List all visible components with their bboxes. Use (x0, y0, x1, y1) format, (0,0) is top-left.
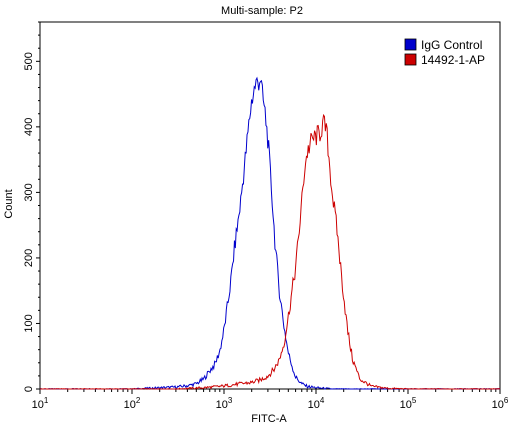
plot-area (39, 21, 501, 390)
legend-swatch (404, 53, 417, 66)
x-tick-exponent: 6 (504, 396, 509, 405)
x-tick-exponent: 3 (228, 396, 233, 405)
x-tick-exponent: 5 (412, 396, 417, 405)
x-tick-base: 10 (124, 399, 136, 411)
x-tick-label: 106 (492, 396, 509, 411)
x-tick-exponent: 4 (320, 396, 325, 405)
y-tick-label: 500 (23, 52, 35, 70)
y-tick-label: 200 (23, 249, 35, 267)
x-tick-exponent: 2 (136, 396, 141, 405)
y-tick-label: 100 (23, 314, 35, 332)
x-tick-label: 101 (32, 396, 49, 411)
x-axis: 101 102 103 104 105 106 (32, 389, 509, 411)
x-tick-label: 103 (216, 396, 233, 411)
x-tick-base: 10 (308, 399, 320, 411)
x-tick-base: 10 (216, 399, 228, 411)
x-tick-base: 10 (32, 399, 44, 411)
y-axis-label: Count (3, 189, 15, 218)
y-axis: 0 100 200 300 400 500 (23, 21, 40, 392)
x-tick-exponent: 1 (44, 396, 49, 405)
series-line-1 (39, 76, 501, 390)
x-tick-base: 10 (492, 399, 504, 411)
x-tick-base: 10 (400, 399, 412, 411)
x-axis-label: FITC-A (251, 413, 287, 425)
plot-frame (39, 21, 501, 390)
x-tick-label: 104 (308, 396, 325, 411)
x-tick-label: 105 (400, 396, 417, 411)
legend-swatch (404, 38, 417, 51)
legend-label: 14492-1-AP (421, 53, 485, 67)
y-tick-label: 400 (23, 118, 35, 136)
series-layer (39, 76, 501, 390)
chart-title: Multi-sample: P2 (221, 5, 303, 17)
legend-label: IgG Control (421, 38, 482, 52)
series-line-2 (39, 113, 501, 390)
y-tick-label: 300 (23, 183, 35, 201)
x-tick-label: 102 (124, 396, 141, 411)
y-tick-label: 0 (23, 386, 35, 392)
